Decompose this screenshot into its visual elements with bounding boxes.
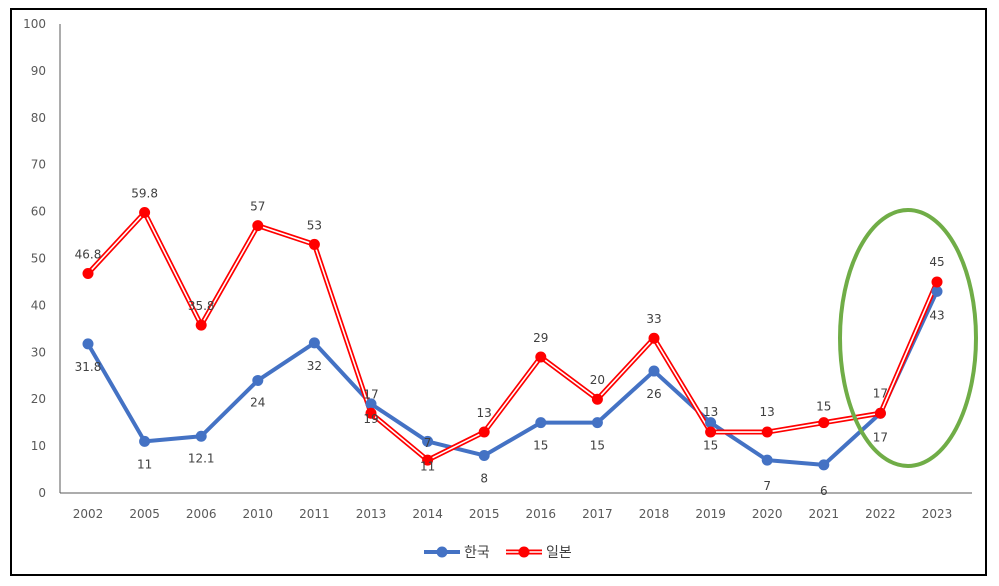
data-point-korea	[648, 365, 660, 377]
data-label-korea: 32	[307, 359, 322, 373]
data-point-japan	[365, 407, 377, 419]
data-label-korea: 8	[480, 471, 488, 485]
y-tick-label: 100	[23, 17, 46, 31]
data-point-japan	[648, 332, 660, 344]
data-label-japan: 35.8	[188, 299, 215, 313]
data-point-japan	[818, 417, 830, 429]
x-tick-label: 2010	[243, 507, 274, 521]
legend-marker-korea	[436, 546, 448, 558]
data-point-japan	[591, 393, 603, 405]
data-point-korea	[931, 285, 943, 297]
data-point-korea	[365, 398, 377, 410]
data-label-korea: 7	[763, 479, 771, 493]
data-point-korea	[818, 459, 830, 471]
data-point-japan	[761, 426, 773, 438]
data-label-korea: 12.1	[188, 451, 215, 465]
x-tick-label: 2023	[922, 507, 953, 521]
data-point-korea	[139, 435, 151, 447]
data-point-japan	[82, 268, 94, 280]
data-point-korea	[82, 338, 94, 350]
data-point-korea	[761, 454, 773, 466]
data-point-japan	[874, 407, 886, 419]
data-label-japan: 53	[307, 218, 322, 232]
x-tick-label: 2021	[809, 507, 840, 521]
data-label-korea: 43	[929, 308, 944, 322]
data-point-japan	[535, 351, 547, 363]
y-tick-label: 70	[31, 158, 46, 172]
y-tick-label: 90	[31, 64, 46, 78]
data-point-japan	[705, 426, 717, 438]
series-line-korea	[86, 290, 939, 467]
y-tick-label: 80	[31, 111, 46, 125]
x-tick-label: 2015	[469, 507, 500, 521]
y-tick-label: 30	[31, 345, 46, 359]
data-point-korea	[591, 417, 603, 429]
x-tick-label: 2020	[752, 507, 783, 521]
data-point-japan	[195, 319, 207, 331]
data-label-japan: 17	[873, 386, 888, 400]
chart-frame	[10, 8, 987, 576]
x-tick-label: 2006	[186, 507, 217, 521]
data-label-korea: 15	[703, 439, 718, 453]
x-tick-label: 2022	[865, 507, 896, 521]
y-tick-label: 50	[31, 252, 46, 266]
x-tick-label: 2014	[412, 507, 443, 521]
data-label-korea: 24	[250, 395, 265, 409]
data-label-korea: 15	[590, 439, 605, 453]
data-label-korea: 31.8	[75, 360, 102, 374]
data-label-korea: 6	[820, 484, 828, 498]
series-line-japan-inner	[87, 211, 938, 461]
data-point-korea	[705, 417, 717, 429]
legend-label-korea: 한국	[464, 545, 490, 561]
data-label-korea: 19	[363, 412, 378, 426]
data-label-japan: 29	[533, 331, 548, 345]
y-tick-label: 0	[38, 486, 46, 500]
data-label-korea: 15	[533, 439, 548, 453]
y-tick-label: 20	[31, 392, 46, 406]
x-tick-label: 2019	[695, 507, 726, 521]
data-point-japan	[478, 426, 490, 438]
x-tick-label: 2017	[582, 507, 613, 521]
data-label-korea: 26	[646, 387, 661, 401]
data-point-japan	[931, 276, 943, 288]
x-tick-label: 2013	[356, 507, 387, 521]
data-label-japan: 46.8	[75, 248, 102, 262]
data-point-japan	[308, 238, 320, 250]
data-point-korea	[252, 374, 264, 386]
data-point-korea	[195, 430, 207, 442]
legend-label-japan: 일본	[546, 545, 572, 561]
x-tick-label: 2016	[526, 507, 557, 521]
data-label-japan: 33	[646, 312, 661, 326]
data-point-korea	[478, 449, 490, 461]
data-label-japan: 15	[816, 400, 831, 414]
data-label-japan: 13	[760, 405, 775, 419]
data-point-korea	[308, 337, 320, 349]
data-label-japan: 7	[424, 436, 432, 450]
x-tick-label: 2011	[299, 507, 330, 521]
data-point-japan	[139, 207, 151, 219]
y-tick-label: 10	[31, 439, 46, 453]
data-point-korea	[535, 417, 547, 429]
data-label-korea: 17	[873, 430, 888, 444]
data-label-japan: 17	[363, 387, 378, 401]
data-label-japan: 45	[929, 255, 944, 269]
y-tick-label: 60	[31, 205, 46, 219]
data-point-korea	[422, 435, 434, 447]
data-label-korea: 11	[420, 459, 435, 473]
data-label-japan: 20	[590, 373, 605, 387]
data-point-japan	[252, 220, 264, 232]
y-tick-label: 40	[31, 298, 46, 312]
x-tick-label: 2002	[73, 507, 104, 521]
highlight-ellipse	[838, 208, 978, 468]
x-tick-label: 2005	[129, 507, 160, 521]
data-point-japan	[422, 454, 434, 466]
x-tick-label: 2018	[639, 507, 670, 521]
data-label-japan: 13	[703, 405, 718, 419]
data-label-japan: 59.8	[131, 187, 158, 201]
data-label-japan: 13	[477, 406, 492, 420]
data-label-japan: 57	[250, 200, 265, 214]
data-label-korea: 11	[137, 457, 152, 471]
legend-marker-japan	[518, 546, 530, 558]
